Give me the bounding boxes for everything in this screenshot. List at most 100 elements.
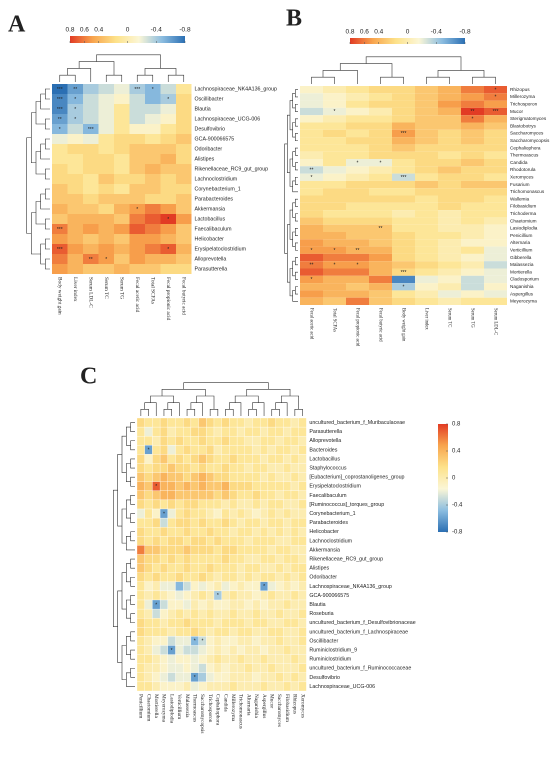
heatmap-cell bbox=[236, 581, 245, 592]
row-dendrogram bbox=[295, 213, 298, 222]
heatmap-cell bbox=[415, 151, 438, 159]
heatmap-cell bbox=[159, 436, 168, 446]
heatmap-cell bbox=[152, 463, 161, 473]
heatmap-cell bbox=[159, 545, 168, 555]
heatmap-cell bbox=[236, 663, 245, 673]
heatmap-cell bbox=[183, 663, 192, 673]
heatmap-cell bbox=[83, 264, 99, 274]
heatmap-cell bbox=[213, 527, 222, 537]
heatmap-cell bbox=[298, 681, 307, 692]
heatmap-cell bbox=[98, 234, 114, 244]
heatmap-cell bbox=[236, 636, 245, 646]
row-label: Blautia bbox=[195, 106, 211, 112]
heatmap-cell bbox=[183, 636, 192, 646]
heatmap-cell bbox=[323, 129, 346, 138]
heatmap-cell bbox=[129, 144, 145, 154]
heatmap-cell bbox=[484, 297, 507, 305]
significance-mark: * bbox=[163, 511, 165, 517]
heatmap-cell bbox=[290, 472, 299, 482]
heatmap-cell bbox=[206, 645, 215, 655]
heatmap-cell bbox=[175, 463, 184, 473]
heatmap-cell bbox=[392, 100, 415, 108]
row-label: Trichosporon bbox=[510, 101, 538, 106]
heatmap-cell bbox=[83, 104, 99, 114]
heatmap-cell bbox=[244, 663, 253, 673]
significance-mark: ** bbox=[471, 109, 475, 115]
heatmap-cell bbox=[175, 454, 184, 464]
column-label: Fecal butyric acid bbox=[377, 308, 382, 342]
heatmap-cell bbox=[206, 581, 215, 592]
heatmap-cell bbox=[244, 681, 253, 692]
heatmap-cell bbox=[298, 572, 307, 582]
heatmap-cell bbox=[67, 184, 83, 194]
heatmap-cell bbox=[152, 554, 161, 564]
heatmap-cell bbox=[267, 563, 276, 573]
heatmap-cell bbox=[98, 214, 114, 224]
heatmap-cell bbox=[160, 224, 176, 234]
heatmap-cell bbox=[83, 254, 99, 264]
heatmap-cell bbox=[283, 618, 292, 628]
heatmap-cell bbox=[260, 572, 269, 582]
heatmap-cell bbox=[175, 536, 184, 546]
heatmap-cell bbox=[392, 239, 415, 247]
row-dendrogram bbox=[295, 89, 298, 98]
heatmap-cell bbox=[152, 490, 161, 501]
heatmap-cell bbox=[152, 672, 161, 683]
column-label: Malassezia bbox=[184, 694, 190, 718]
heatmap-cell bbox=[283, 527, 292, 537]
heatmap-cell bbox=[145, 244, 161, 254]
heatmap-cell bbox=[213, 536, 222, 546]
row-dendrogram bbox=[287, 114, 290, 173]
heatmap-cell bbox=[206, 517, 215, 528]
heatmap-cell bbox=[298, 545, 307, 555]
heatmap-cell bbox=[267, 436, 276, 446]
heatmap-cell bbox=[136, 545, 145, 555]
heatmap-cell bbox=[198, 663, 207, 673]
row-dendrogram bbox=[126, 599, 131, 619]
heatmap-cell bbox=[175, 499, 184, 510]
heatmap-cell bbox=[283, 681, 292, 692]
heatmap-cell bbox=[129, 254, 145, 264]
heatmap-cell bbox=[129, 204, 145, 214]
heatmap-cell bbox=[221, 554, 230, 564]
heatmap-cell bbox=[415, 129, 438, 138]
significance-mark: * bbox=[194, 639, 196, 645]
heatmap-cell bbox=[221, 536, 230, 546]
heatmap-cell bbox=[300, 173, 323, 181]
heatmap-cell bbox=[438, 122, 461, 130]
heatmap-cell bbox=[484, 210, 507, 218]
heatmap-cell bbox=[190, 508, 199, 519]
heatmap-cell bbox=[213, 663, 222, 673]
heatmap-cell bbox=[484, 268, 507, 276]
heatmap-cell bbox=[229, 426, 238, 437]
heatmap-cell bbox=[267, 681, 276, 692]
heatmap-cell bbox=[283, 608, 292, 619]
heatmap-cell bbox=[438, 173, 461, 181]
column-label: Mucor bbox=[269, 694, 275, 708]
heatmap-cell bbox=[160, 114, 176, 124]
column-dendrogram bbox=[150, 395, 174, 403]
heatmap-cell bbox=[206, 481, 215, 491]
heatmap-cell bbox=[346, 210, 369, 218]
heatmap-cell bbox=[244, 672, 253, 683]
heatmap-cell bbox=[198, 581, 207, 592]
heatmap-cell bbox=[323, 100, 346, 108]
heatmap-cell bbox=[67, 234, 83, 244]
significance-mark: *** bbox=[401, 131, 407, 137]
heatmap-cell bbox=[298, 599, 307, 610]
heatmap-cell bbox=[229, 445, 238, 455]
heatmap-cell bbox=[267, 517, 276, 528]
heatmap-cell bbox=[183, 517, 192, 528]
heatmap-cell bbox=[415, 224, 438, 232]
heatmap-cell bbox=[244, 426, 253, 437]
heatmap-cell bbox=[67, 84, 83, 94]
heatmap-cell bbox=[67, 94, 83, 104]
heatmap-cell bbox=[275, 508, 284, 519]
significance-mark: * bbox=[194, 675, 196, 681]
heatmap-cell bbox=[369, 137, 392, 145]
heatmap-cell bbox=[369, 261, 392, 269]
heatmap-cell bbox=[300, 253, 323, 262]
heatmap-cell bbox=[183, 417, 192, 428]
heatmap-cell bbox=[167, 445, 176, 455]
heatmap-cell bbox=[136, 426, 145, 437]
